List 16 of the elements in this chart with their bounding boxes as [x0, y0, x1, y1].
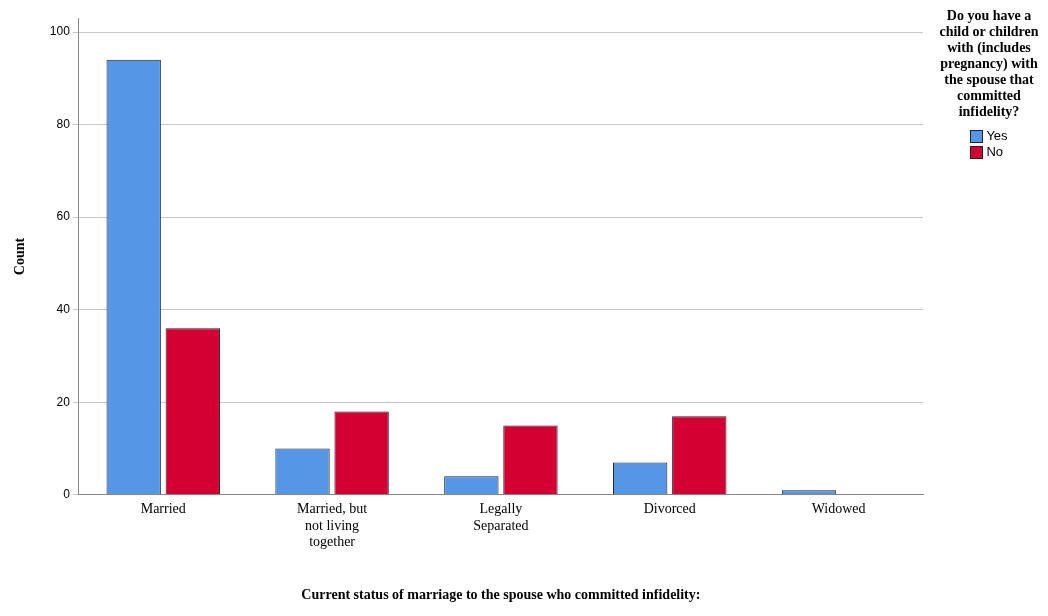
x-tick-label: Legally Separated [473, 500, 529, 533]
x-tick-label: Married, but not living together [297, 500, 368, 550]
y-tick-label: 40 [56, 302, 71, 317]
y-tick-label: 80 [56, 116, 71, 131]
x-tick-label: Married [140, 500, 186, 516]
x-axis-title: Current status of marriage to the spouse who committed infidelity: [301, 587, 701, 603]
y-tick-label: 100 [49, 24, 71, 39]
y-tick-label: 0 [63, 487, 71, 502]
legend-label: No [986, 144, 1004, 160]
legend-label: Yes [986, 128, 1008, 144]
legend-title: Do you have a child or children with (includes pregnancy) with the spouse that committed infidelity? [938, 8, 1040, 120]
y-axis-title: Count [12, 237, 28, 276]
y-tick-label: 60 [56, 209, 71, 224]
x-tick-label: Widowed [811, 500, 866, 516]
y-tick-label: 20 [56, 394, 71, 409]
x-tick-label: Divorced [643, 500, 696, 516]
